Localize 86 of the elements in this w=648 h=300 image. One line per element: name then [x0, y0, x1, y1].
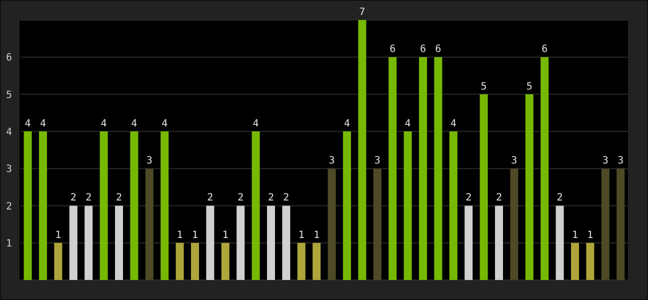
- data-label: 1: [55, 230, 62, 241]
- bar: [24, 131, 32, 280]
- bar: [571, 242, 579, 280]
- data-label: 2: [268, 192, 274, 204]
- data-label: 4: [40, 118, 46, 130]
- data-label: 2: [466, 192, 472, 204]
- bar: [267, 206, 275, 280]
- bar: [115, 206, 123, 280]
- data-label: 6: [420, 44, 426, 56]
- bar: [252, 131, 260, 280]
- data-label: 4: [24, 118, 31, 130]
- bar: [328, 168, 336, 280]
- data-label: 3: [374, 156, 380, 167]
- y-tick-label: 2: [6, 201, 12, 212]
- data-label: 2: [116, 192, 122, 204]
- data-label: 1: [572, 230, 578, 241]
- bar: [191, 242, 199, 280]
- data-label: 4: [252, 118, 259, 130]
- bar: [312, 242, 321, 280]
- data-label: 3: [328, 156, 335, 167]
- bar: [601, 168, 610, 280]
- data-label: 5: [526, 81, 532, 92]
- data-label: 2: [238, 192, 244, 204]
- data-label: 2: [496, 192, 502, 204]
- y-tick-label: 3: [6, 164, 12, 176]
- data-label: 5: [480, 81, 487, 92]
- bar: [358, 20, 366, 280]
- bar: [540, 57, 549, 280]
- data-label: 1: [298, 230, 304, 241]
- bar: [495, 206, 503, 280]
- data-label: 4: [450, 118, 456, 130]
- bar: [480, 94, 488, 280]
- bar: [236, 206, 245, 280]
- data-label: 1: [587, 230, 594, 241]
- bar: [206, 206, 214, 280]
- data-label: 4: [344, 118, 350, 130]
- bar: [282, 206, 290, 280]
- bar: [616, 168, 625, 280]
- data-label: 3: [602, 156, 608, 167]
- data-label: 2: [86, 192, 92, 204]
- bar: [449, 131, 458, 280]
- data-label: 4: [131, 118, 138, 130]
- bar: [510, 168, 518, 280]
- bar: [39, 131, 47, 280]
- bar: [130, 131, 138, 280]
- bar: [160, 131, 169, 280]
- y-tick-label: 5: [6, 90, 12, 101]
- bar: [419, 57, 427, 280]
- bar: [221, 242, 230, 280]
- data-label: 4: [100, 118, 107, 130]
- data-label: 2: [207, 192, 214, 204]
- data-label: 2: [283, 192, 290, 204]
- bar: [54, 242, 62, 280]
- data-label: 3: [618, 156, 624, 167]
- data-label: 1: [314, 230, 320, 241]
- data-label: 3: [511, 156, 518, 167]
- data-label: 1: [222, 230, 228, 241]
- bar: [464, 206, 473, 280]
- data-label: 1: [176, 230, 183, 241]
- bar: [84, 206, 93, 280]
- data-label: 2: [556, 192, 563, 204]
- bar: [586, 242, 594, 280]
- data-label: 4: [404, 118, 411, 130]
- y-tick-label: 4: [6, 126, 12, 138]
- bar: [100, 131, 108, 280]
- data-label: 4: [162, 118, 168, 130]
- bar: [556, 206, 564, 280]
- data-label: 3: [146, 156, 152, 167]
- bar: [343, 131, 351, 280]
- bar: [145, 168, 154, 280]
- y-tick-label: 6: [6, 52, 12, 64]
- bar: [176, 242, 184, 280]
- data-label: 6: [390, 44, 396, 56]
- bar: [404, 131, 412, 280]
- bar: [69, 206, 78, 280]
- bar: [525, 94, 534, 280]
- bar: [434, 57, 442, 280]
- y-tick-label: 1: [6, 238, 12, 250]
- data-label: 6: [435, 44, 442, 56]
- bar: [373, 168, 382, 280]
- data-label: 2: [70, 192, 76, 204]
- data-label: 1: [192, 230, 198, 241]
- bar: [297, 242, 306, 280]
- data-label: 6: [542, 44, 548, 56]
- data-label: 7: [359, 7, 366, 18]
- bar: [388, 57, 397, 280]
